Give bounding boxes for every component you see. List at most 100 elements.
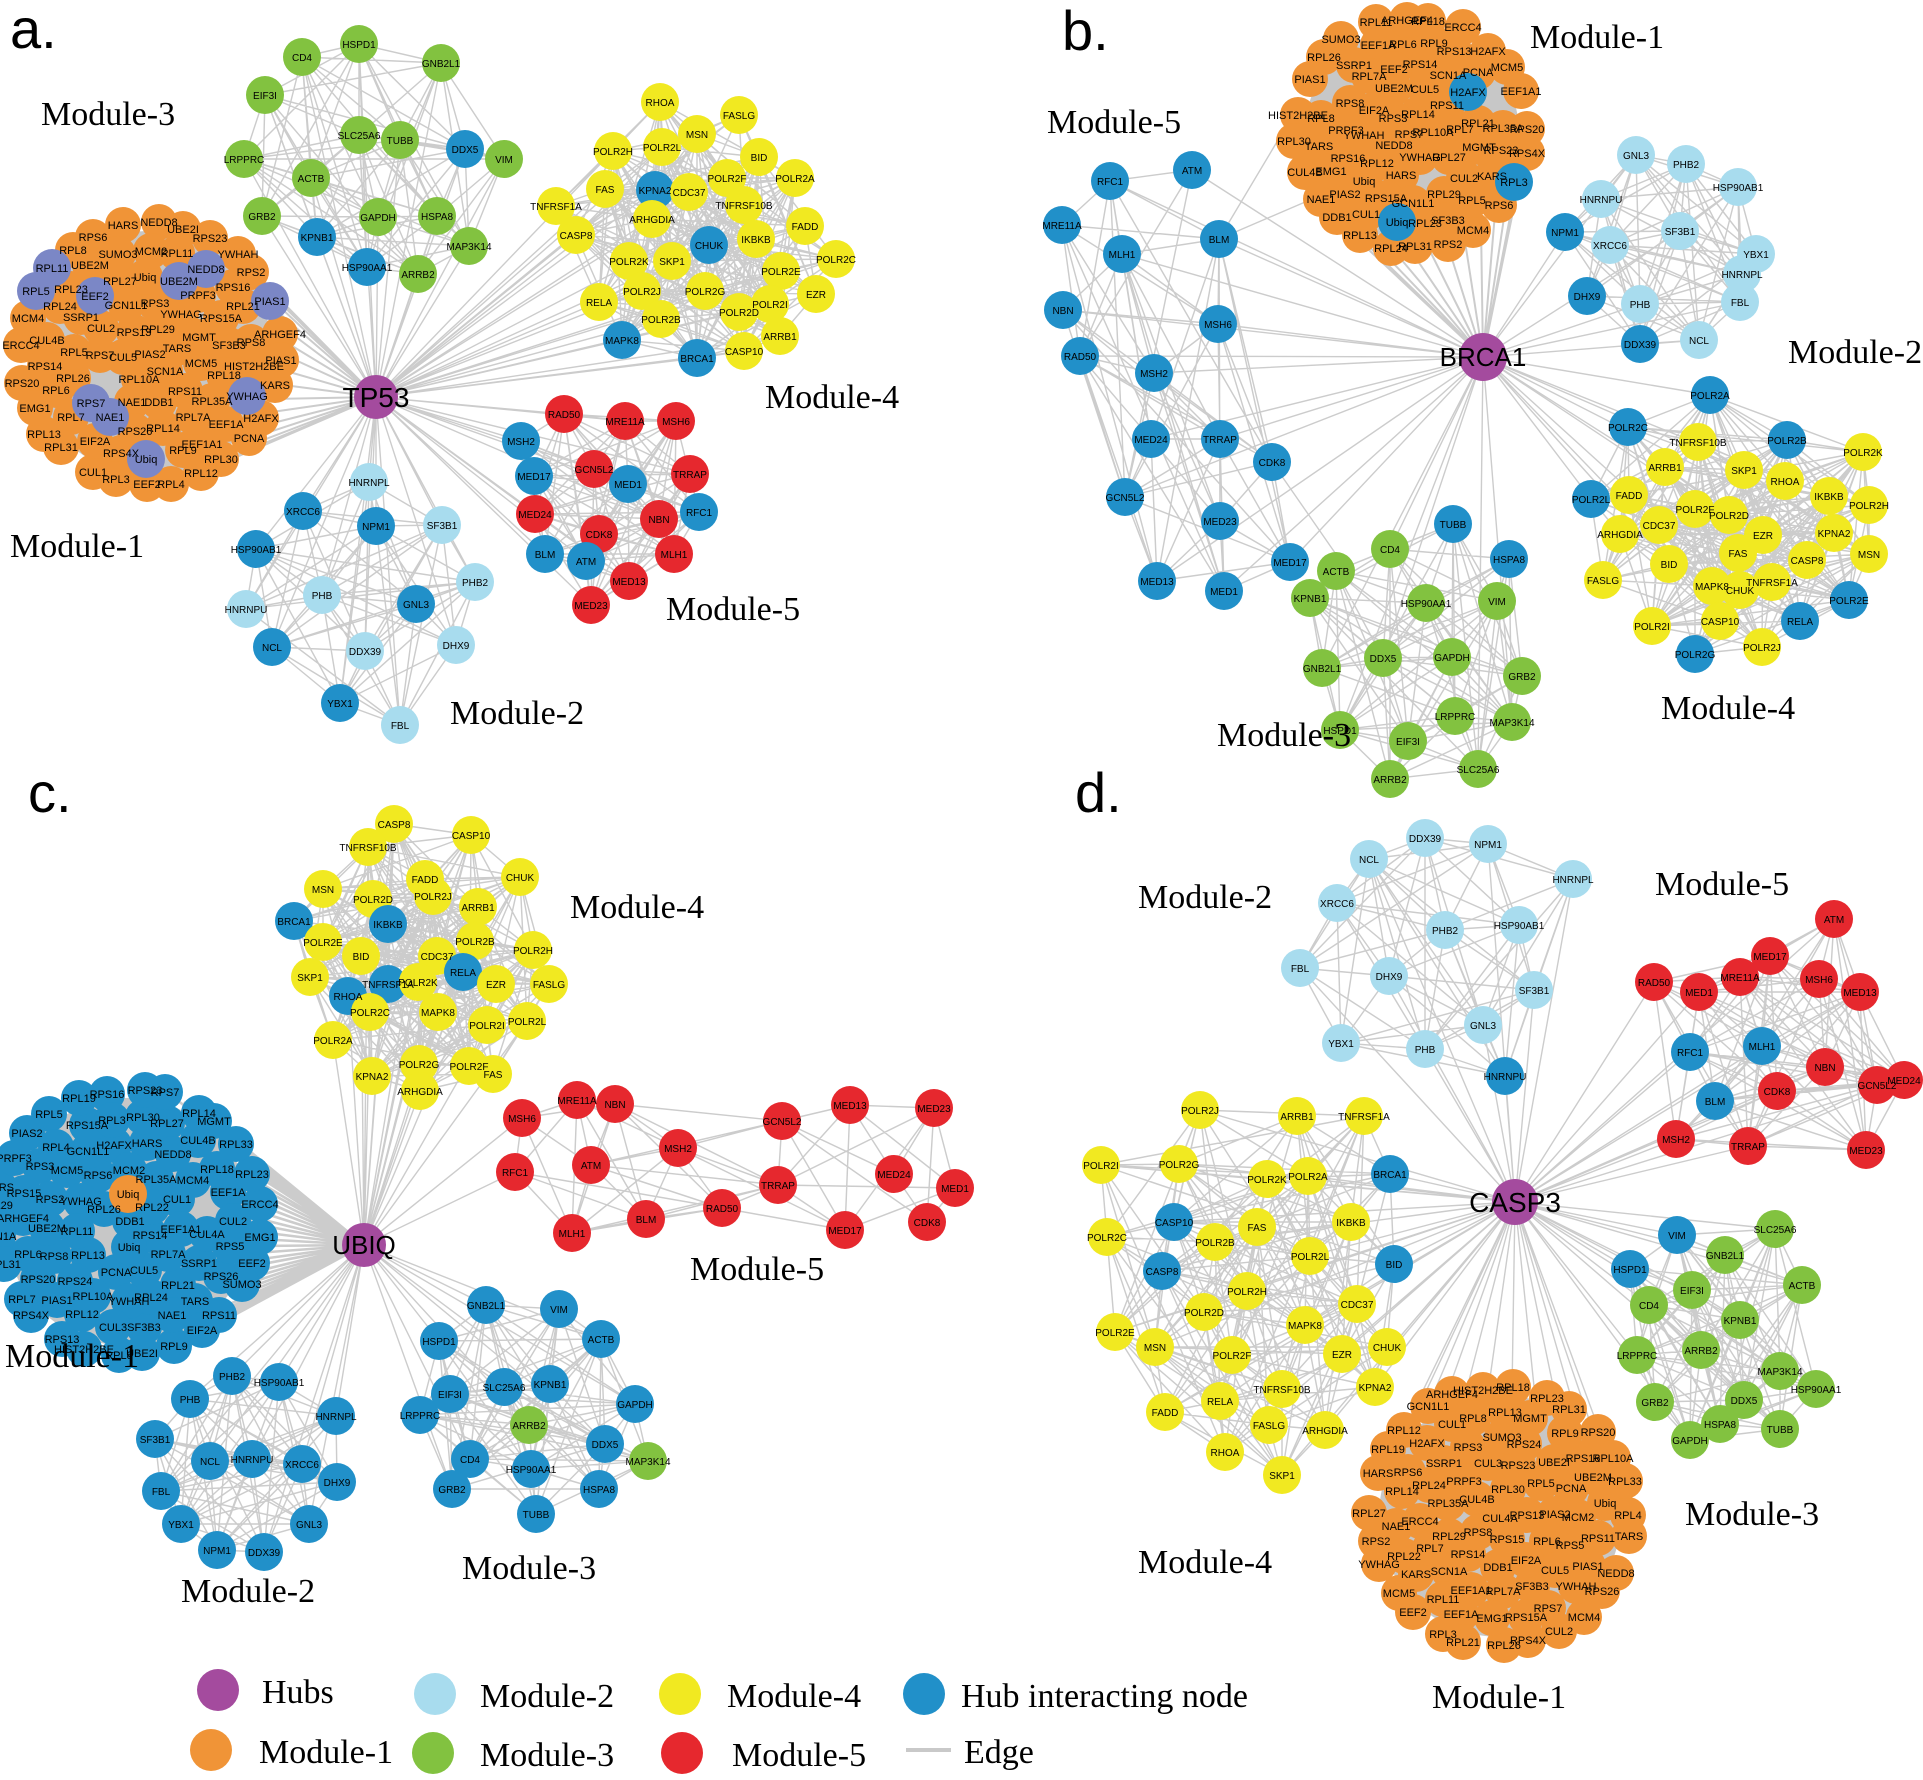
svg-text:ARRB2: ARRB2	[1373, 775, 1407, 786]
svg-text:SUMO3: SUMO3	[222, 1279, 261, 1291]
svg-text:SF3B3: SF3B3	[1515, 1581, 1549, 1593]
svg-text:RFC1: RFC1	[502, 1168, 529, 1179]
svg-text:TNFRSF1A: TNFRSF1A	[530, 202, 582, 213]
svg-text:KPNB1: KPNB1	[1294, 594, 1327, 605]
svg-text:HNRNPU: HNRNPU	[225, 605, 268, 616]
svg-text:POLR2D: POLR2D	[1709, 511, 1749, 522]
svg-text:TARS: TARS	[1305, 141, 1334, 153]
svg-text:RPL31: RPL31	[44, 442, 78, 454]
svg-text:RAD50: RAD50	[1064, 352, 1097, 363]
svg-text:EEF1A1: EEF1A1	[161, 1224, 202, 1236]
svg-text:PIAS1: PIAS1	[1294, 74, 1325, 86]
svg-text:Hubs: Hubs	[262, 1674, 334, 1711]
svg-text:POLR2C: POLR2C	[1608, 423, 1648, 434]
svg-text:POLR2I: POLR2I	[469, 1021, 505, 1032]
svg-text:RPL21: RPL21	[1446, 1637, 1480, 1649]
svg-text:XRCC6: XRCC6	[1593, 241, 1627, 252]
svg-text:TNFRSF10B: TNFRSF10B	[339, 843, 397, 854]
svg-text:HIST2H2BE: HIST2H2BE	[224, 361, 284, 373]
svg-text:EEF2: EEF2	[81, 291, 109, 303]
svg-text:GNB2L1: GNB2L1	[467, 1301, 506, 1312]
svg-text:ARHGEF4: ARHGEF4	[1426, 1389, 1478, 1401]
svg-text:POLR2J: POLR2J	[1181, 1106, 1219, 1117]
svg-text:CDK8: CDK8	[586, 530, 613, 541]
svg-text:TNFRSF10B: TNFRSF10B	[1669, 438, 1727, 449]
svg-text:POLR2H: POLR2H	[1227, 1287, 1267, 1298]
svg-text:NEDD8: NEDD8	[154, 1149, 191, 1161]
svg-text:RPL29: RPL29	[141, 324, 175, 336]
svg-text:ARHGDIA: ARHGDIA	[1597, 530, 1643, 541]
svg-text:RPL30: RPL30	[126, 1112, 160, 1124]
svg-text:SSRP1: SSRP1	[181, 1258, 217, 1270]
svg-text:RPL7: RPL7	[1416, 1543, 1444, 1555]
svg-text:UBE2M: UBE2M	[1375, 83, 1413, 95]
svg-text:MGMT: MGMT	[197, 1116, 231, 1128]
svg-text:UBIQ: UBIQ	[332, 1230, 396, 1260]
svg-text:POLR2E: POLR2E	[1095, 1328, 1135, 1339]
svg-text:MSH6: MSH6	[508, 1114, 536, 1125]
svg-text:RPS7: RPS7	[151, 1087, 180, 1099]
svg-text:EIF2A: EIF2A	[1511, 1555, 1542, 1567]
svg-text:POLR2G: POLR2G	[685, 287, 726, 298]
svg-text:Hub interacting node: Hub interacting node	[961, 1678, 1248, 1715]
svg-text:RHOA: RHOA	[1771, 477, 1800, 488]
svg-text:MED24: MED24	[1887, 1076, 1921, 1087]
svg-text:Module-5: Module-5	[732, 1737, 866, 1774]
svg-text:TRRAP: TRRAP	[1731, 1142, 1765, 1153]
svg-text:RPS26: RPS26	[118, 426, 153, 438]
svg-text:SUMO3: SUMO3	[98, 249, 137, 261]
svg-text:BID: BID	[751, 153, 768, 164]
svg-text:XRCC6: XRCC6	[1320, 899, 1354, 910]
svg-text:CD4: CD4	[1380, 545, 1400, 556]
svg-text:TARS: TARS	[163, 343, 192, 355]
svg-text:POLR2K: POLR2K	[1843, 448, 1883, 459]
svg-text:CUL1: CUL1	[79, 467, 107, 479]
svg-text:MCM4: MCM4	[1457, 225, 1489, 237]
svg-text:KARS: KARS	[1477, 171, 1507, 183]
svg-text:Module-3: Module-3	[1685, 1496, 1819, 1533]
svg-text:EIF3I: EIF3I	[1680, 1286, 1704, 1297]
svg-text:YWHAG: YWHAG	[160, 309, 202, 321]
svg-text:GNB2L1: GNB2L1	[422, 59, 461, 70]
svg-text:MGMT: MGMT	[1462, 142, 1496, 154]
svg-text:RPL9: RPL9	[169, 445, 197, 457]
svg-text:RPS11: RPS11	[202, 1310, 236, 1322]
svg-text:MSH6: MSH6	[1204, 320, 1232, 331]
svg-text:HNRNPU: HNRNPU	[231, 1455, 274, 1466]
svg-text:RPL29: RPL29	[1427, 189, 1461, 201]
svg-text:HSP90AB1: HSP90AB1	[1494, 921, 1545, 932]
svg-text:KPNB1: KPNB1	[534, 1380, 567, 1391]
svg-text:BRCA1: BRCA1	[277, 917, 311, 928]
svg-text:UBE2I: UBE2I	[167, 224, 199, 236]
svg-text:EZR: EZR	[1332, 1350, 1352, 1361]
svg-text:NEDD8: NEDD8	[1597, 1568, 1634, 1580]
svg-text:CASP8: CASP8	[1146, 1267, 1179, 1278]
svg-text:RPS8: RPS8	[237, 337, 266, 349]
svg-text:POLR2I: POLR2I	[1083, 1161, 1119, 1172]
svg-text:FASLG: FASLG	[533, 980, 565, 991]
svg-text:HSP90AA1: HSP90AA1	[342, 263, 393, 274]
svg-text:VIM: VIM	[550, 1305, 568, 1316]
svg-text:RPS14: RPS14	[1451, 1549, 1486, 1561]
svg-text:PHB2: PHB2	[1432, 926, 1459, 937]
svg-text:FAS: FAS	[596, 185, 615, 196]
svg-text:RPL7A: RPL7A	[151, 1249, 187, 1261]
svg-text:MSH2: MSH2	[1140, 369, 1168, 380]
svg-text:ARRB1: ARRB1	[461, 903, 495, 914]
svg-text:DHX9: DHX9	[1376, 972, 1403, 983]
svg-text:DDX39: DDX39	[349, 647, 382, 658]
svg-text:PCNA: PCNA	[1463, 67, 1494, 79]
svg-text:SF3B3: SF3B3	[212, 340, 246, 352]
svg-text:HNRNPL: HNRNPL	[348, 478, 390, 489]
svg-text:YBX1: YBX1	[1743, 250, 1769, 261]
svg-text:Module-4: Module-4	[727, 1678, 861, 1715]
svg-text:MCM5: MCM5	[1383, 1588, 1415, 1600]
svg-text:CUL3: CUL3	[1474, 1458, 1502, 1470]
svg-text:MSN: MSN	[312, 885, 334, 896]
svg-text:RPL14: RPL14	[146, 423, 180, 435]
svg-text:RPL18: RPL18	[200, 1164, 234, 1176]
svg-text:DDX5: DDX5	[1370, 654, 1397, 665]
svg-text:PIAS1: PIAS1	[41, 1295, 72, 1307]
svg-text:ARRB1: ARRB1	[763, 332, 797, 343]
svg-text:CUL5: CUL5	[109, 352, 137, 364]
